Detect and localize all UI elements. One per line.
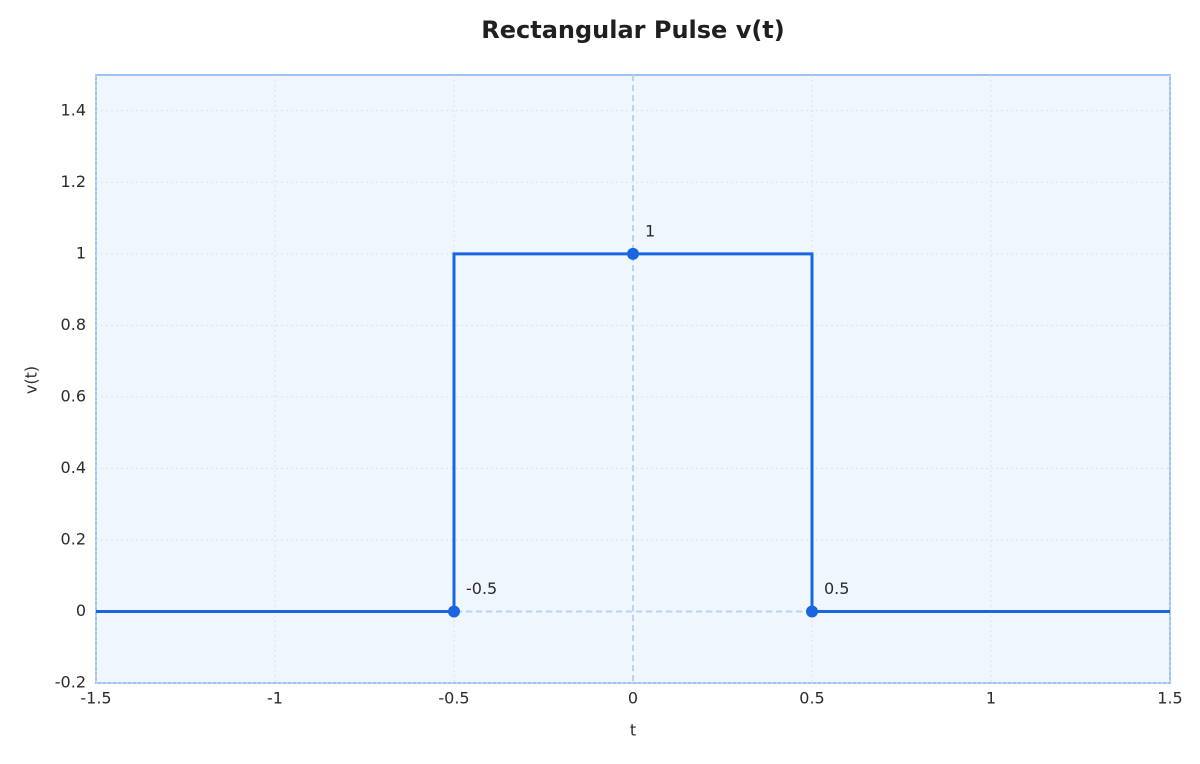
x-tick-label: 0.5 <box>799 689 824 708</box>
y-tick-label: 1.4 <box>61 100 86 119</box>
y-tick-label: 1 <box>76 243 86 262</box>
x-tick-label: 1 <box>986 689 996 708</box>
y-axis-label: v(t) <box>22 366 41 394</box>
y-tick-label: -0.2 <box>55 673 86 692</box>
point <box>627 247 639 260</box>
y-tick-label: 0.8 <box>61 315 86 334</box>
y-tick-label: 0.4 <box>61 458 86 477</box>
y-tick-label: 0.2 <box>61 529 86 548</box>
point <box>806 605 818 618</box>
y-tick-label: 0 <box>76 601 86 620</box>
x-tick-label: 1.5 <box>1157 689 1182 708</box>
annotation: -0.5 <box>466 579 497 598</box>
y-tick-label: 1.2 <box>61 172 86 191</box>
annotation: 1 <box>645 221 655 240</box>
x-tick-label: 0 <box>628 689 638 708</box>
y-tick-label: 0.6 <box>61 386 86 405</box>
chart-title: Rectangular Pulse v(t) <box>481 16 785 44</box>
point <box>448 605 460 618</box>
x-tick-label: -0.5 <box>438 689 469 708</box>
x-axis-label: t <box>630 721 636 740</box>
x-tick-label: -1 <box>267 689 283 708</box>
annotation: 0.5 <box>824 579 849 598</box>
x-tick-label: -1.5 <box>80 689 111 708</box>
